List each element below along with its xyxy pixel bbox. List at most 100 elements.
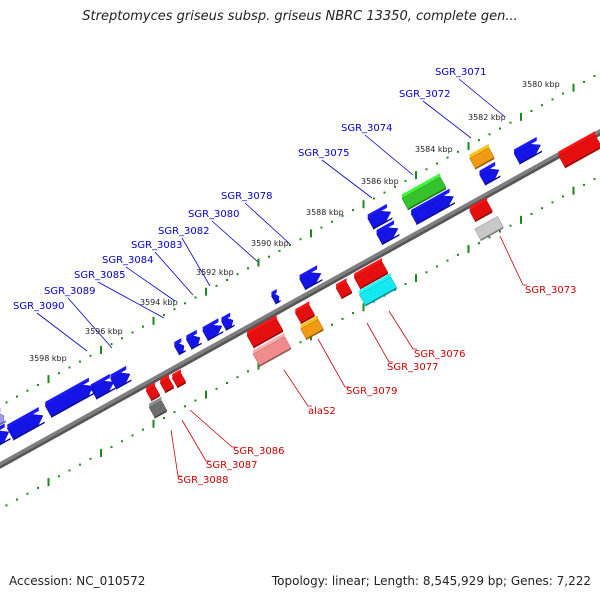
kbp-label: 3590 kbp — [251, 239, 289, 248]
reverse-gene-arrow[interactable] — [294, 301, 316, 325]
forward-gene-label[interactable]: SGR_3083 — [131, 240, 183, 251]
forward-gene-arrow[interactable] — [0, 423, 11, 450]
ruler-dot — [383, 191, 386, 194]
forward-gene-arrow[interactable] — [299, 265, 323, 291]
reverse-gene-arrow[interactable] — [469, 197, 493, 223]
forward-gene-label[interactable]: SGR_3071 — [435, 67, 487, 78]
ruler-dot — [37, 383, 39, 386]
forward-gene-arrow[interactable] — [110, 365, 132, 390]
reverse-gene-label[interactable]: SGR_3076 — [414, 349, 466, 360]
reverse-gene-arrow[interactable] — [358, 273, 398, 307]
forward-gene-label[interactable]: SGR_3075 — [298, 148, 350, 159]
reverse-gene-label[interactable]: alaS2 — [308, 406, 336, 417]
reverse-gene-arrow[interactable] — [558, 131, 600, 169]
forward-label-leader — [125, 266, 176, 302]
forward-gene-arrow[interactable] — [469, 143, 495, 170]
reverse-gene-arrow[interactable] — [171, 369, 187, 389]
forward-gene-label[interactable]: SGR_3084 — [102, 255, 154, 266]
forward-gene-arrow[interactable] — [479, 161, 501, 186]
ruler-dot — [551, 98, 554, 101]
forward-gene-arrow[interactable] — [0, 407, 6, 426]
reverse-gene-arrow[interactable] — [252, 332, 292, 367]
gene-bottom-face — [0, 420, 6, 426]
forward-gene-label[interactable]: SGR_3082 — [158, 226, 210, 237]
ruler-dot — [499, 230, 501, 233]
ruler-dot — [79, 463, 81, 466]
kbp-label: 3588 kbp — [306, 208, 344, 217]
gene-bottom-face — [154, 410, 167, 419]
forward-gene-label[interactable]: SGR_3078 — [221, 191, 273, 202]
forward-gene-label[interactable]: SGR_3089 — [44, 286, 96, 297]
gene-top-face — [376, 220, 395, 234]
reverse-gene-arrow[interactable] — [246, 315, 284, 349]
gene-bottom-face — [341, 291, 352, 300]
ruler-dot — [509, 121, 512, 124]
reverse-gene-arrow[interactable] — [159, 374, 175, 394]
gene-bottom-face — [259, 347, 291, 367]
gene-top-face — [479, 161, 496, 175]
forward-gene-arrow[interactable] — [202, 318, 224, 342]
forward-gene-label[interactable]: SGR_3090 — [13, 301, 65, 312]
forward-gene-label[interactable]: SGR_3085 — [74, 270, 126, 281]
gene-front-face — [44, 384, 94, 417]
gene-bottom-face — [151, 394, 160, 402]
ruler-dot — [457, 253, 459, 256]
ruler-dot — [89, 354, 92, 357]
reverse-gene-arrow[interactable] — [335, 278, 353, 300]
forward-gene-arrow[interactable] — [6, 407, 45, 441]
gene-bottom-face — [359, 272, 388, 290]
ruler-dot — [478, 139, 480, 142]
reverse-gene-arrow[interactable] — [145, 382, 161, 402]
ruler-dot — [488, 133, 491, 136]
reverse-gene-label[interactable]: SGR_3087 — [206, 460, 258, 471]
reverse-gene-label[interactable]: SGR_3077 — [387, 362, 439, 373]
ruler-dot — [562, 195, 564, 198]
ruler-dot — [562, 92, 564, 95]
forward-label-leader — [97, 281, 165, 319]
ruler-dot — [404, 282, 407, 285]
ruler-dot — [352, 312, 354, 315]
forward-gene-arrow[interactable] — [185, 329, 202, 350]
ruler-dot — [68, 469, 71, 472]
gene-bottom-face — [475, 157, 495, 170]
reverse-gene-arrow[interactable] — [148, 396, 168, 419]
gene-front-face — [479, 168, 500, 185]
forward-gene-arrow[interactable] — [367, 203, 393, 230]
gene-bottom-face — [0, 437, 11, 446]
reverse-gene-label[interactable]: SGR_3073 — [525, 285, 577, 296]
reverse-gene-label[interactable]: SGR_3079 — [346, 386, 398, 397]
accession-label: Accession: NC_010572 — [9, 574, 146, 588]
gene-top-face — [45, 377, 89, 406]
forward-gene-arrow[interactable] — [513, 136, 542, 165]
forward-label-leader — [67, 297, 113, 349]
forward-gene-label[interactable]: SGR_3072 — [399, 89, 451, 100]
kbp-label: 3580 kbp — [522, 80, 560, 89]
forward-gene-arrow[interactable] — [221, 312, 235, 331]
forward-gene-arrow[interactable] — [410, 188, 455, 226]
gene-front-face — [410, 195, 454, 224]
gene-front-face — [6, 414, 44, 440]
gene-bottom-face — [115, 379, 132, 390]
gene-top-face — [90, 373, 110, 389]
ruler-dot — [16, 498, 18, 501]
ruler-dot — [184, 302, 186, 305]
forward-gene-label[interactable]: SGR_3074 — [341, 123, 393, 134]
gene-top-face — [253, 332, 285, 355]
reverse-gene-arrow[interactable] — [300, 315, 324, 341]
forward-gene-arrow[interactable] — [173, 338, 186, 356]
forward-gene-arrow[interactable] — [376, 220, 400, 246]
forward-gene-arrow[interactable] — [44, 377, 95, 418]
forward-gene-arrow[interactable] — [401, 173, 447, 211]
forward-gene-label[interactable]: SGR_3080 — [188, 209, 240, 220]
gene-bottom-face — [51, 392, 95, 418]
reverse-gene-arrow[interactable] — [353, 258, 389, 290]
ruler-dot — [530, 110, 533, 113]
gene-front-face — [0, 430, 10, 445]
forward-gene-arrow[interactable] — [271, 289, 281, 305]
reverse-gene-label[interactable]: SGR_3088 — [177, 475, 229, 486]
forward-gene-arrow[interactable] — [90, 373, 116, 400]
ruler-dot — [331, 323, 333, 326]
reverse-gene-arrow[interactable] — [474, 212, 504, 242]
reverse-gene-label[interactable]: SGR_3086 — [233, 446, 285, 457]
map-title: Streptomyces griseus subsp. griseus NBRC… — [82, 9, 518, 24]
